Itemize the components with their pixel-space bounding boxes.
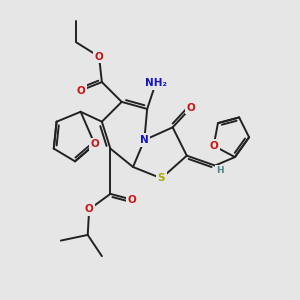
- Text: O: O: [76, 85, 85, 96]
- Text: O: O: [187, 103, 195, 112]
- Text: NH₂: NH₂: [145, 79, 167, 88]
- Text: O: O: [127, 194, 136, 205]
- Text: O: O: [209, 141, 218, 151]
- Text: O: O: [90, 139, 99, 149]
- Text: O: O: [95, 52, 103, 61]
- Text: H: H: [216, 166, 224, 175]
- Text: N: N: [140, 135, 149, 145]
- Text: O: O: [85, 204, 94, 214]
- Text: S: S: [158, 173, 165, 183]
